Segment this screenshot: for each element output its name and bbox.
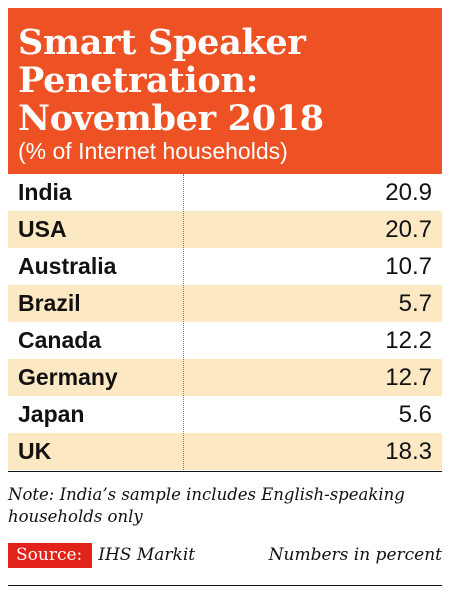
chart-subtitle: (% of Internet households): [18, 138, 288, 164]
column-divider: [183, 174, 184, 470]
row-category: USA: [18, 216, 67, 242]
row-category: UK: [18, 438, 52, 464]
row-value: 5.6: [398, 400, 432, 428]
table-row: Canada 12.2: [8, 322, 442, 359]
row-category: Japan: [18, 401, 85, 427]
row-category: Brazil: [18, 290, 81, 316]
footer-rule: [8, 585, 442, 586]
row-category: Australia: [18, 253, 117, 279]
source-value: IHS Markit: [98, 545, 196, 565]
data-table: India 20.9 USA 20.7 Australia 10.7 Brazil 5.7 Ca…: [8, 174, 442, 470]
row-value: 5.7: [398, 289, 432, 317]
chart-title: Smart Speaker Penetration: November 2018: [18, 22, 324, 139]
units-note: Numbers in percent: [268, 545, 442, 565]
table-row: Germany 12.7: [8, 359, 442, 396]
chart-header: Smart Speaker Penetration: November 2018…: [8, 8, 442, 174]
table-row: UK 18.3: [8, 433, 442, 470]
row-value: 10.7: [385, 252, 432, 280]
source-label: Source:: [8, 542, 93, 568]
row-value: 12.7: [385, 363, 432, 391]
source-row: Source: IHS Markit Numbers in percent: [8, 541, 442, 569]
table-row: Australia 10.7: [8, 248, 442, 285]
row-value: 20.9: [385, 178, 432, 206]
row-category: Germany: [18, 364, 118, 390]
row-category: India: [18, 179, 72, 205]
table-row: Brazil 5.7: [8, 285, 442, 322]
table-row: USA 20.7: [8, 211, 442, 248]
row-value: 12.2: [385, 326, 432, 354]
footnote: Note: India’s sample includes English-sp…: [8, 485, 405, 526]
row-value: 18.3: [385, 437, 432, 465]
row-value: 20.7: [385, 215, 432, 243]
table-bottom-rule: [8, 471, 442, 472]
table-row: India 20.9: [8, 174, 442, 211]
table-row: Japan 5.6: [8, 396, 442, 433]
row-category: Canada: [18, 327, 102, 353]
